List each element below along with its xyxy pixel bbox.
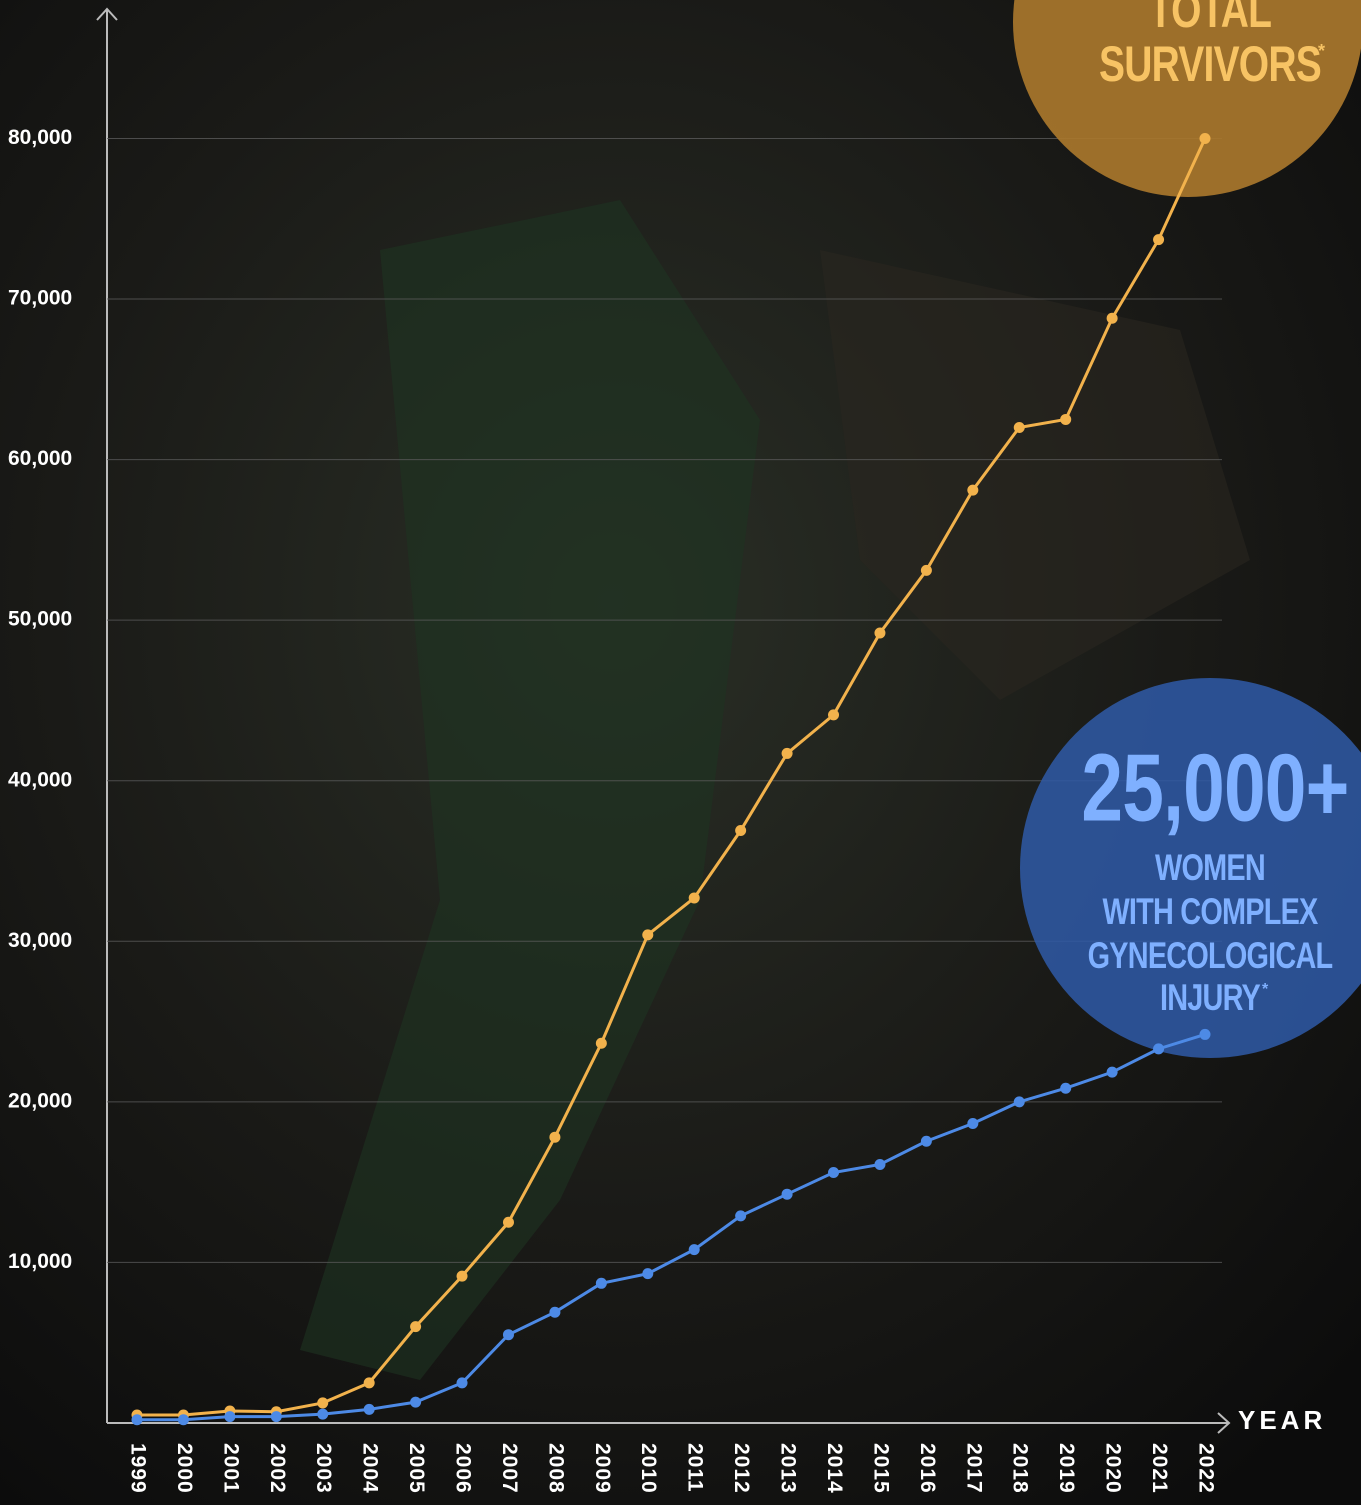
y-tick-label: 20,000 [8, 1089, 72, 1112]
data-point [503, 1217, 514, 1228]
y-tick-label: 60,000 [8, 447, 72, 470]
y-tick-label: 80,000 [8, 126, 72, 149]
data-point [828, 1167, 839, 1178]
data-point [1153, 234, 1164, 245]
callout-text: INJURY [1160, 977, 1261, 1018]
data-point [364, 1377, 375, 1388]
callout-note: * [1262, 981, 1269, 998]
callout-text: GYNECOLOGICAL [1088, 935, 1333, 976]
x-tick-label: 2002 [266, 1443, 289, 1494]
x-tick-label: 2010 [637, 1443, 660, 1494]
data-point [1200, 133, 1211, 144]
y-tick-label: 40,000 [8, 768, 72, 791]
x-tick-label: 2007 [498, 1443, 521, 1494]
data-point [1014, 422, 1025, 433]
callout-text: SURVIVORS [1099, 35, 1321, 92]
x-tick-label: 2022 [1194, 1443, 1217, 1494]
data-point [874, 1159, 885, 1170]
x-tick-label: 2021 [1148, 1443, 1171, 1494]
data-point [549, 1132, 560, 1143]
chart: YEAR 10,000 20,000 30,000 40,000 50,000 60,00… [0, 0, 1361, 1505]
y-tick-label: 10,000 [8, 1250, 72, 1273]
callout-text: TOTAL [1149, 0, 1271, 38]
y-tick-label: 30,000 [8, 929, 72, 952]
x-tick-label: 2019 [1055, 1443, 1078, 1494]
data-point [782, 1189, 793, 1200]
data-point [642, 929, 653, 940]
data-point [1107, 313, 1118, 324]
y-tick-label: 70,000 [8, 287, 72, 310]
x-tick-label: 2014 [823, 1443, 846, 1494]
data-point [921, 565, 932, 576]
data-point [132, 1414, 143, 1425]
x-tick-label: 2004 [359, 1443, 382, 1494]
data-point [178, 1414, 189, 1425]
data-point [967, 485, 978, 496]
data-point [921, 1136, 932, 1147]
data-point [596, 1278, 607, 1289]
x-tick-label: 2011 [684, 1443, 707, 1493]
data-point [457, 1271, 468, 1282]
callout-note: * [1318, 41, 1325, 61]
y-tick-label: 50,000 [8, 608, 72, 631]
x-tick-label: 1999 [126, 1443, 149, 1494]
data-point [874, 628, 885, 639]
x-tick-label: 2009 [591, 1443, 614, 1494]
data-point [410, 1397, 421, 1408]
x-tick-label: 2000 [173, 1443, 196, 1494]
x-tick-label: 2016 [916, 1443, 939, 1494]
data-point [967, 1118, 978, 1129]
data-point [1153, 1043, 1164, 1054]
data-point [828, 709, 839, 720]
callout-text: WITH COMPLEX [1102, 891, 1318, 932]
data-point [317, 1397, 328, 1408]
data-point [1060, 1083, 1071, 1094]
data-point [596, 1038, 607, 1049]
data-point [642, 1268, 653, 1279]
data-point [271, 1411, 282, 1422]
x-tick-label: 2018 [1009, 1443, 1032, 1494]
data-point [457, 1377, 468, 1388]
data-point [1060, 414, 1071, 425]
data-point [782, 748, 793, 759]
callout-headline: 25,000+ [1081, 734, 1348, 841]
data-point [224, 1411, 235, 1422]
x-tick-label: 2003 [312, 1443, 335, 1494]
data-point [1200, 1029, 1211, 1040]
data-point [317, 1409, 328, 1420]
x-tick-label: 2013 [777, 1443, 800, 1494]
x-tick-label: 2012 [730, 1443, 753, 1494]
data-point [549, 1307, 560, 1318]
x-axis-label: YEAR [1238, 1405, 1326, 1435]
x-tick-label: 2020 [1102, 1443, 1125, 1494]
data-point [364, 1404, 375, 1415]
data-point [735, 825, 746, 836]
x-tick-label: 2006 [451, 1443, 474, 1494]
data-point [1107, 1067, 1118, 1078]
x-tick-label: 2015 [869, 1443, 892, 1494]
page: YEAR 10,000 20,000 30,000 40,000 50,000 60,00… [0, 0, 1361, 1505]
data-point [735, 1210, 746, 1221]
callout-text: WOMEN [1155, 847, 1265, 888]
x-tick-label: 2017 [962, 1443, 985, 1494]
data-point [1014, 1096, 1025, 1107]
data-point [689, 892, 700, 903]
x-tick-label: 2008 [544, 1443, 567, 1494]
data-point [410, 1321, 421, 1332]
x-tick-label: 2001 [219, 1443, 242, 1494]
data-point [689, 1244, 700, 1255]
x-tick-label: 2005 [405, 1443, 428, 1494]
data-point [503, 1329, 514, 1340]
